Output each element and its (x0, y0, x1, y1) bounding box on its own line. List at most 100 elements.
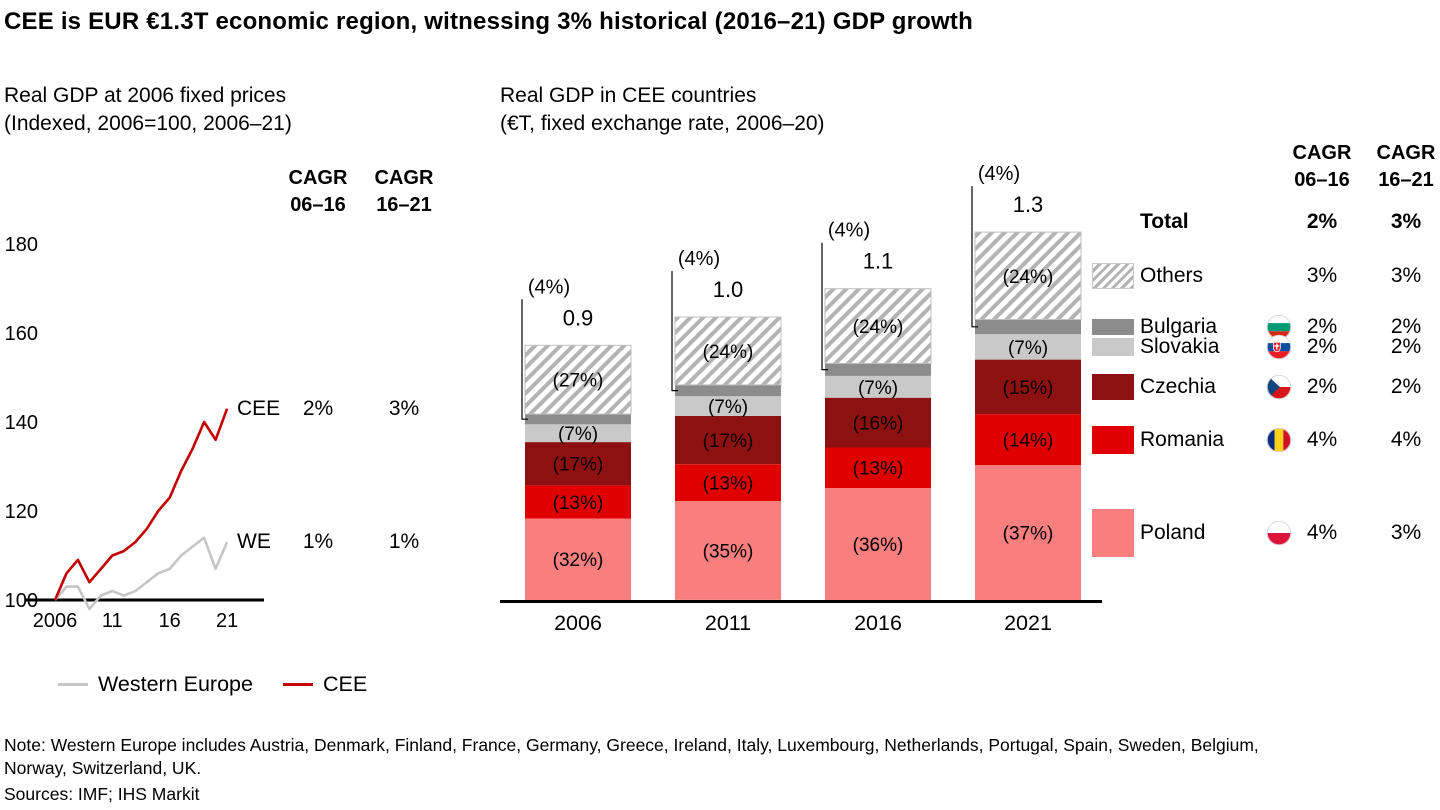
callout-leader-line (821, 242, 828, 371)
cee-line-label: CEE (237, 397, 281, 420)
bar-total-label: 0.9 (563, 305, 594, 330)
we-cagr-16-21: 1% (388, 530, 420, 553)
bar-category-label: 2021 (1004, 611, 1052, 635)
segment-label-poland: (35%) (703, 542, 754, 563)
legend-swatch-bulgaria (1092, 318, 1134, 335)
cagr-range: 16–21 (1378, 169, 1434, 191)
legend-czechia-cagr-16-21: 2% (1390, 374, 1422, 398)
bar-total-label: 1.3 (1013, 192, 1044, 217)
bar-total-label: 1.0 (713, 277, 744, 302)
legend-row-slovakia: Slovakia 2% 2% (1090, 332, 1440, 362)
segment-label-others: (24%) (1003, 267, 1054, 288)
bar-segment-poland (825, 487, 931, 600)
cee-cagr-06-16: 2% (302, 397, 334, 420)
czechia-flag-icon (1266, 374, 1292, 400)
x-tick-label: 2006 (33, 610, 78, 632)
callout-leader-line (521, 299, 528, 420)
bar-segment-romania (525, 485, 631, 519)
legend-row-romania: Romania 4% 4% (1090, 425, 1440, 455)
callout-leader-line (971, 186, 978, 328)
line-chart-heading: Real GDP at 2006 fixed prices (Indexed, … (4, 82, 292, 138)
y-tick-label: 160 (5, 323, 38, 345)
legend-row-total: Total 2% 3% (1090, 207, 1440, 237)
legend-item-western-europe: Western Europe (58, 672, 253, 697)
footnote: Note: Western Europe includes Austria, D… (4, 734, 1259, 780)
segment-label-slovakia: (7%) (1008, 338, 1048, 359)
cagr-word: CAGR (1292, 142, 1352, 164)
bar-chart-heading-line2: (€T, fixed exchange rate, 2006–20) (500, 112, 825, 135)
bar-segment-poland (975, 465, 1081, 600)
page-title: CEE is EUR €1.3T economic region, witnes… (4, 8, 973, 35)
bar-segment-slovakia (675, 396, 781, 416)
bar-category-label: 2006 (554, 611, 602, 635)
segment-label-poland: (32%) (553, 550, 604, 571)
segment-label-czechia: (17%) (703, 431, 754, 452)
bar-category-label: 2016 (854, 611, 902, 635)
legend-others-cagr-06-16: 3% (1306, 263, 1338, 287)
legend-row-others: Others 3% 3% (1090, 261, 1440, 291)
legend-item-cee: CEE (282, 672, 368, 697)
legend-cee-label: CEE (322, 672, 368, 696)
bar-chart-heading-line1: Real GDP in CEE countries (500, 84, 757, 107)
legend-label-slovakia: Slovakia (1140, 334, 1220, 358)
footnote-line1: Note: Western Europe includes Austria, D… (4, 735, 1259, 755)
segment-label-poland: (36%) (853, 535, 904, 556)
cee-line (53, 408, 229, 601)
legend-label-bulgaria: Bulgaria (1140, 314, 1218, 338)
segment-label-czechia: (17%) (553, 455, 604, 476)
bulgaria-callout-label: (4%) (678, 248, 720, 270)
x-tick-label: 16 (159, 610, 181, 632)
line-cagr-header-16-21: CAGR 16–21 (360, 165, 448, 219)
y-tick-label: 100 (5, 590, 38, 612)
we-line-label: WE (237, 530, 271, 553)
segment-label-romania: (13%) (703, 474, 754, 495)
bar-segment-romania (825, 447, 931, 488)
poland-flag-icon (1266, 520, 1292, 546)
cagr-range: 06–16 (290, 194, 346, 216)
legend-swatch-poland (1092, 508, 1134, 557)
bar-segment-czechia (825, 397, 931, 448)
segment-label-slovakia: (7%) (558, 424, 598, 445)
legend-czechia-cagr-06-16: 2% (1306, 374, 1338, 398)
bar-segment-romania (675, 464, 781, 501)
line-chart-legend: Western Europe CEE (58, 672, 397, 697)
bar-segment-romania (975, 414, 1081, 466)
slovakia-flag-icon (1266, 334, 1292, 360)
cagr-word: CAGR (288, 167, 348, 189)
footnote-line2: Norway, Switzerland, UK. (4, 758, 202, 778)
bar-segment-czechia (675, 416, 781, 465)
legend-bulgaria-cagr-06-16: 2% (1306, 314, 1338, 338)
legend-label-poland: Poland (1140, 520, 1206, 544)
bar-category-label: 2011 (705, 611, 751, 635)
bar-segment-slovakia (825, 375, 931, 398)
segment-label-czechia: (16%) (853, 414, 904, 435)
bar-segment-bulgaria (675, 384, 781, 397)
legend-total-cagr-06-16: 2% (1306, 210, 1338, 233)
bar-segment-others (524, 344, 632, 415)
cagr-word: CAGR (374, 167, 434, 189)
legend-bulgaria-cagr-16-21: 2% (1390, 314, 1422, 338)
bar-segment-slovakia (975, 334, 1081, 360)
legend-label-others: Others (1140, 263, 1204, 287)
bar-segment-others (824, 288, 932, 364)
segment-label-poland: (37%) (1003, 524, 1054, 545)
legend-slovakia-cagr-06-16: 2% (1306, 334, 1338, 358)
cee-line-swatch (282, 682, 313, 687)
legend-cagr-header-16-21: CAGR 16–21 (1362, 140, 1440, 194)
y-tick-label: 180 (5, 234, 38, 256)
segment-label-slovakia: (7%) (708, 397, 748, 418)
segment-label-slovakia: (7%) (858, 378, 898, 399)
bar-segment-czechia (975, 359, 1081, 415)
segment-label-romania: (13%) (853, 459, 904, 480)
legend-western-europe-label: Western Europe (98, 672, 253, 696)
segment-label-others: (27%) (553, 371, 604, 392)
legend-label-total: Total (1140, 210, 1189, 233)
line-chart-heading-line1: Real GDP at 2006 fixed prices (4, 84, 287, 107)
stacked-bar-chart: (32%) (13%) (17%) (7%) (27%) 0.9 (4%) 2006 (35%)… (500, 163, 1102, 635)
bar-segment-poland (525, 518, 631, 600)
line-chart-heading-line2: (Indexed, 2006=100, 2006–21) (4, 112, 292, 135)
legend-row-poland: Poland 4% 3% (1090, 508, 1440, 557)
legend-swatch-romania (1092, 425, 1134, 454)
legend-label-czechia: Czechia (1140, 374, 1216, 398)
cagr-range: 16–21 (376, 194, 432, 216)
